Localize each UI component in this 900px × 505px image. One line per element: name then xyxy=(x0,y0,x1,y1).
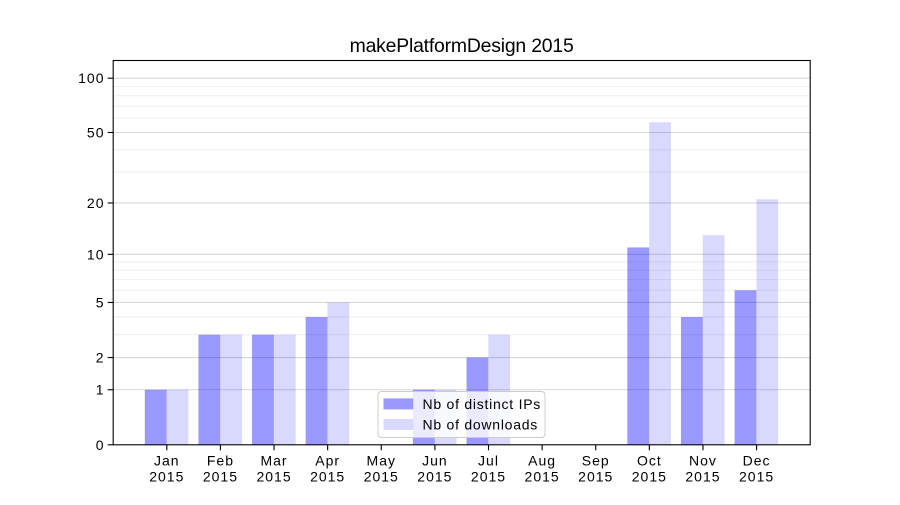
svg-text:2015: 2015 xyxy=(417,469,452,485)
svg-text:Oct: Oct xyxy=(637,453,662,469)
svg-text:0: 0 xyxy=(96,437,105,453)
svg-text:2015: 2015 xyxy=(256,469,291,485)
svg-text:2015: 2015 xyxy=(632,469,667,485)
svg-text:2015: 2015 xyxy=(203,469,238,485)
svg-text:Jun: Jun xyxy=(422,453,448,469)
svg-text:May: May xyxy=(367,453,396,469)
svg-text:2015: 2015 xyxy=(739,469,774,485)
svg-text:makePlatformDesign 2015: makePlatformDesign 2015 xyxy=(350,35,574,57)
svg-text:Nov: Nov xyxy=(689,453,717,469)
svg-text:100: 100 xyxy=(78,70,104,86)
svg-text:Jan: Jan xyxy=(154,453,180,469)
svg-text:10: 10 xyxy=(87,246,105,262)
svg-text:5: 5 xyxy=(96,294,105,310)
svg-text:Aug: Aug xyxy=(528,453,556,469)
svg-text:2: 2 xyxy=(96,350,105,366)
svg-text:1: 1 xyxy=(96,382,105,398)
svg-text:Jul: Jul xyxy=(478,453,499,469)
svg-text:20: 20 xyxy=(87,195,105,211)
svg-text:Nb of downloads: Nb of downloads xyxy=(423,416,539,432)
svg-text:2015: 2015 xyxy=(149,469,184,485)
svg-text:Sep: Sep xyxy=(582,453,610,469)
svg-text:2015: 2015 xyxy=(364,469,399,485)
svg-text:Dec: Dec xyxy=(743,453,771,469)
svg-text:50: 50 xyxy=(87,124,105,140)
svg-text:2015: 2015 xyxy=(578,469,613,485)
svg-text:Apr: Apr xyxy=(315,453,340,469)
svg-text:Mar: Mar xyxy=(260,453,287,469)
svg-text:Nb of distinct IPs: Nb of distinct IPs xyxy=(423,396,542,412)
svg-text:2015: 2015 xyxy=(310,469,345,485)
svg-text:2015: 2015 xyxy=(685,469,720,485)
svg-text:2015: 2015 xyxy=(471,469,506,485)
svg-text:Feb: Feb xyxy=(207,453,234,469)
svg-text:2015: 2015 xyxy=(525,469,560,485)
